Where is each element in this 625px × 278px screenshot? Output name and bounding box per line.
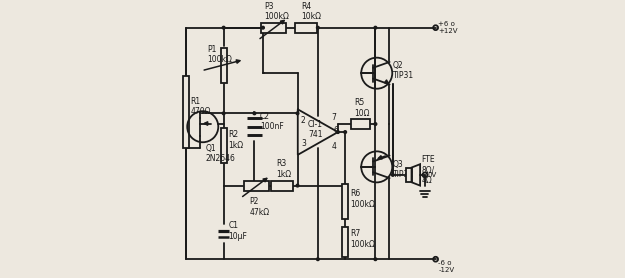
Circle shape [296, 184, 299, 187]
Text: CI-1
741: CI-1 741 [308, 120, 322, 139]
FancyBboxPatch shape [295, 23, 316, 33]
Text: 4: 4 [331, 142, 336, 151]
FancyBboxPatch shape [261, 23, 286, 33]
Circle shape [222, 112, 225, 115]
Text: P1
100kΩ: P1 100kΩ [208, 45, 232, 64]
Text: R7
100kΩ: R7 100kΩ [350, 229, 375, 249]
Text: R2
1kΩ: R2 1kΩ [228, 130, 243, 150]
FancyBboxPatch shape [342, 227, 348, 257]
Bar [406, 168, 411, 182]
Text: FTE
8Ω/
4Ω: FTE 8Ω/ 4Ω [422, 155, 436, 185]
Circle shape [262, 26, 264, 29]
Text: -6 o
-12V: -6 o -12V [438, 260, 454, 273]
Text: P3
100kΩ: P3 100kΩ [264, 2, 289, 21]
Circle shape [296, 112, 299, 115]
Text: R1
470Ω: R1 470Ω [191, 97, 211, 116]
FancyBboxPatch shape [351, 119, 370, 129]
Text: 7: 7 [331, 113, 336, 122]
Text: Q1
2N2646: Q1 2N2646 [206, 144, 235, 163]
Text: 2: 2 [301, 116, 306, 125]
FancyBboxPatch shape [221, 128, 227, 163]
Circle shape [253, 112, 256, 115]
FancyBboxPatch shape [221, 48, 227, 83]
Circle shape [374, 258, 377, 260]
Text: C2
100nF: C2 100nF [260, 112, 284, 131]
Text: R3
1kΩ: R3 1kΩ [277, 159, 292, 179]
Text: +6 o
+12V: +6 o +12V [438, 21, 458, 34]
Text: R4
10kΩ: R4 10kΩ [301, 2, 321, 21]
FancyBboxPatch shape [271, 180, 292, 191]
Text: C1
10µF: C1 10µF [229, 221, 248, 241]
Text: R6
100kΩ: R6 100kΩ [350, 189, 375, 209]
Text: 0V: 0V [427, 172, 436, 178]
Circle shape [391, 173, 394, 176]
Circle shape [337, 131, 339, 133]
Text: 6: 6 [333, 126, 338, 135]
Circle shape [374, 123, 377, 125]
Text: Q2
TIP31: Q2 TIP31 [392, 61, 414, 80]
FancyBboxPatch shape [342, 184, 348, 219]
Text: P2
47kΩ: P2 47kΩ [249, 197, 270, 217]
Circle shape [316, 258, 319, 260]
Text: 3: 3 [301, 139, 306, 148]
Circle shape [344, 131, 346, 133]
FancyBboxPatch shape [244, 180, 269, 191]
Text: Q3
TIP32: Q3 TIP32 [392, 160, 414, 179]
Circle shape [316, 26, 319, 29]
Circle shape [374, 26, 377, 29]
Text: R5
10Ω: R5 10Ω [354, 98, 369, 118]
Circle shape [222, 26, 225, 29]
FancyBboxPatch shape [183, 76, 189, 148]
